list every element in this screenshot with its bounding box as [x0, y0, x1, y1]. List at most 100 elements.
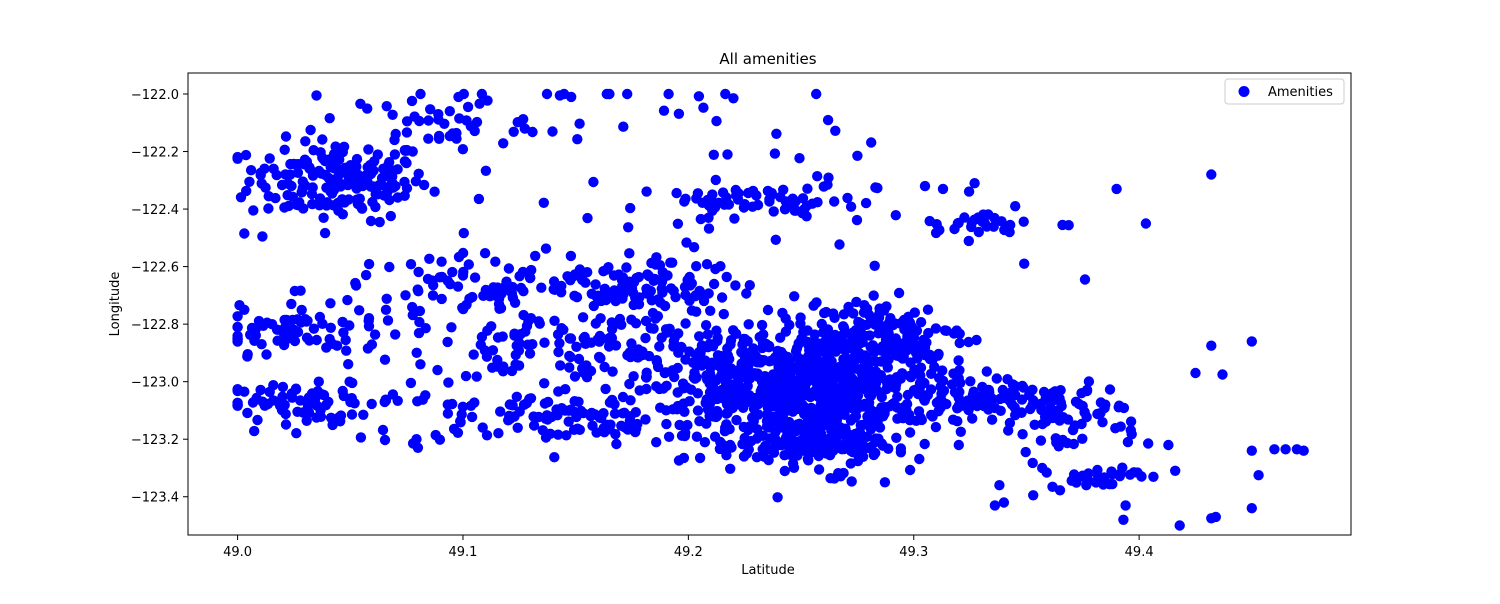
data-point	[390, 329, 401, 340]
data-point	[1170, 465, 1181, 476]
data-point	[425, 104, 436, 115]
data-point	[882, 362, 893, 373]
data-point	[703, 223, 715, 234]
data-point	[301, 332, 313, 343]
data-point	[518, 286, 529, 297]
data-point	[955, 377, 966, 389]
data-point	[809, 406, 820, 417]
data-point	[249, 425, 260, 437]
data-point	[705, 371, 716, 382]
data-point	[1111, 183, 1122, 195]
data-point	[794, 153, 805, 164]
data-point	[758, 340, 769, 351]
data-point	[663, 431, 675, 442]
data-point	[989, 212, 1000, 224]
data-point	[748, 403, 760, 414]
data-point	[609, 408, 621, 419]
data-point	[721, 271, 732, 283]
data-point	[708, 149, 719, 160]
data-point	[345, 396, 356, 408]
data-point	[1055, 385, 1066, 396]
data-point	[860, 197, 872, 209]
data-point	[648, 275, 659, 286]
data-point	[232, 151, 243, 163]
data-point	[1097, 417, 1108, 428]
data-point	[406, 95, 418, 107]
data-point	[707, 341, 719, 352]
data-point	[864, 407, 875, 418]
data-point	[698, 102, 709, 113]
data-point	[680, 318, 691, 329]
data-point	[616, 274, 628, 286]
data-point	[1017, 429, 1028, 440]
data-point	[654, 341, 665, 352]
data-point	[268, 163, 279, 174]
data-point	[347, 377, 358, 389]
x-axis: 49.0 49.1 49.2 49.3 49.4	[223, 535, 1154, 560]
data-point	[458, 227, 469, 239]
data-point	[1027, 384, 1038, 395]
data-point	[561, 430, 572, 441]
data-point	[1113, 402, 1124, 413]
data-point	[487, 362, 498, 373]
data-point	[812, 197, 823, 208]
data-point	[787, 458, 799, 469]
data-point	[252, 414, 263, 426]
data-point	[663, 88, 674, 100]
legend: Amenities	[1224, 78, 1345, 105]
data-point	[626, 338, 637, 349]
data-point	[381, 293, 392, 304]
data-point	[412, 396, 423, 407]
data-point	[658, 383, 669, 394]
data-point	[657, 267, 668, 278]
data-point	[495, 406, 506, 417]
data-point	[452, 281, 464, 292]
data-point	[718, 308, 729, 320]
data-point	[829, 196, 840, 207]
data-point	[511, 391, 522, 402]
data-point	[1020, 446, 1031, 458]
data-point	[751, 190, 762, 201]
data-point	[1035, 435, 1047, 446]
data-point	[407, 309, 418, 321]
data-point	[1083, 376, 1095, 387]
data-point	[554, 90, 566, 101]
data-point	[882, 334, 894, 345]
data-point	[667, 257, 678, 268]
data-point	[623, 222, 634, 233]
data-point	[761, 421, 773, 432]
data-point	[319, 227, 331, 239]
data-point	[1120, 500, 1131, 511]
data-point	[1047, 481, 1058, 492]
data-point	[609, 399, 620, 410]
data-point	[874, 422, 886, 433]
data-point	[691, 431, 703, 442]
data-point	[769, 148, 781, 159]
data-point	[232, 399, 243, 410]
data-point	[827, 445, 838, 457]
data-point	[691, 193, 702, 204]
data-point	[286, 180, 297, 192]
data-point	[392, 192, 403, 203]
data-point	[400, 290, 411, 301]
data-point	[782, 438, 793, 450]
data-point	[580, 338, 591, 349]
data-point	[934, 372, 945, 384]
data-point	[694, 452, 706, 464]
data-point	[725, 335, 737, 346]
data-point	[724, 353, 735, 365]
data-point	[444, 130, 455, 142]
data-point	[700, 320, 712, 331]
data-point	[851, 214, 863, 226]
data-point	[607, 366, 618, 377]
data-point	[856, 352, 867, 363]
data-point	[308, 145, 319, 156]
data-point	[825, 332, 836, 344]
data-point	[651, 437, 662, 448]
data-point	[890, 210, 901, 221]
data-point	[722, 149, 733, 160]
data-point	[660, 405, 672, 416]
data-point	[325, 177, 337, 189]
